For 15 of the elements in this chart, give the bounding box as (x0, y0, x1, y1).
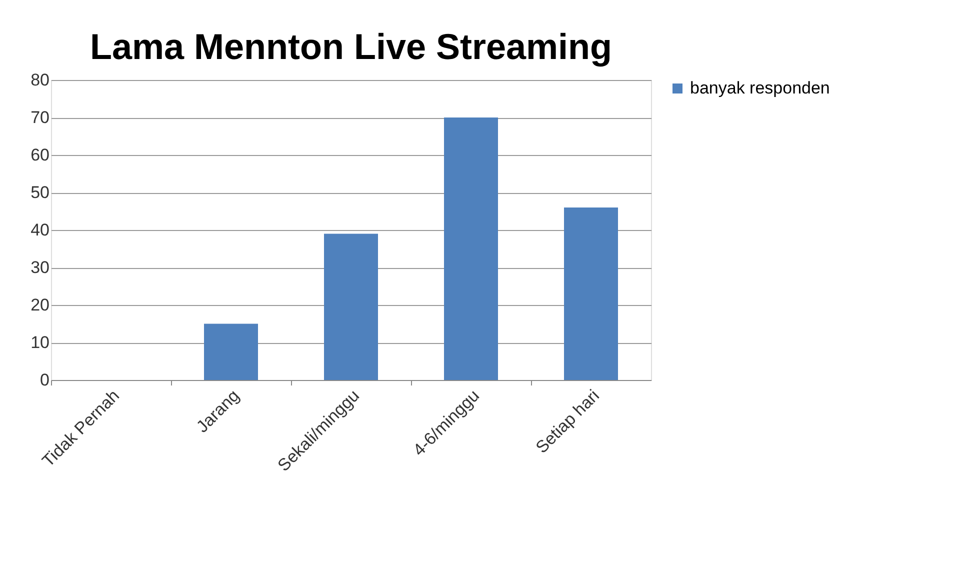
y-tick-label: 50 (30, 183, 50, 202)
y-tick-label: 0 (40, 370, 50, 390)
bar (204, 324, 258, 380)
y-tick-label: 30 (30, 258, 50, 277)
y-tick-label: 10 (30, 333, 50, 352)
y-tick-label: 70 (30, 108, 50, 127)
bar (324, 234, 378, 380)
legend-label: banyak responden (690, 78, 830, 98)
y-tick-label: 60 (30, 146, 50, 164)
y-tick-label: 20 (30, 296, 50, 314)
y-tick-label: 80 (30, 70, 50, 90)
bar (564, 208, 618, 380)
bar (444, 118, 498, 380)
y-tick-label: 40 (30, 220, 50, 240)
chart-title: Lama Mennton Live Streaming (90, 26, 612, 67)
